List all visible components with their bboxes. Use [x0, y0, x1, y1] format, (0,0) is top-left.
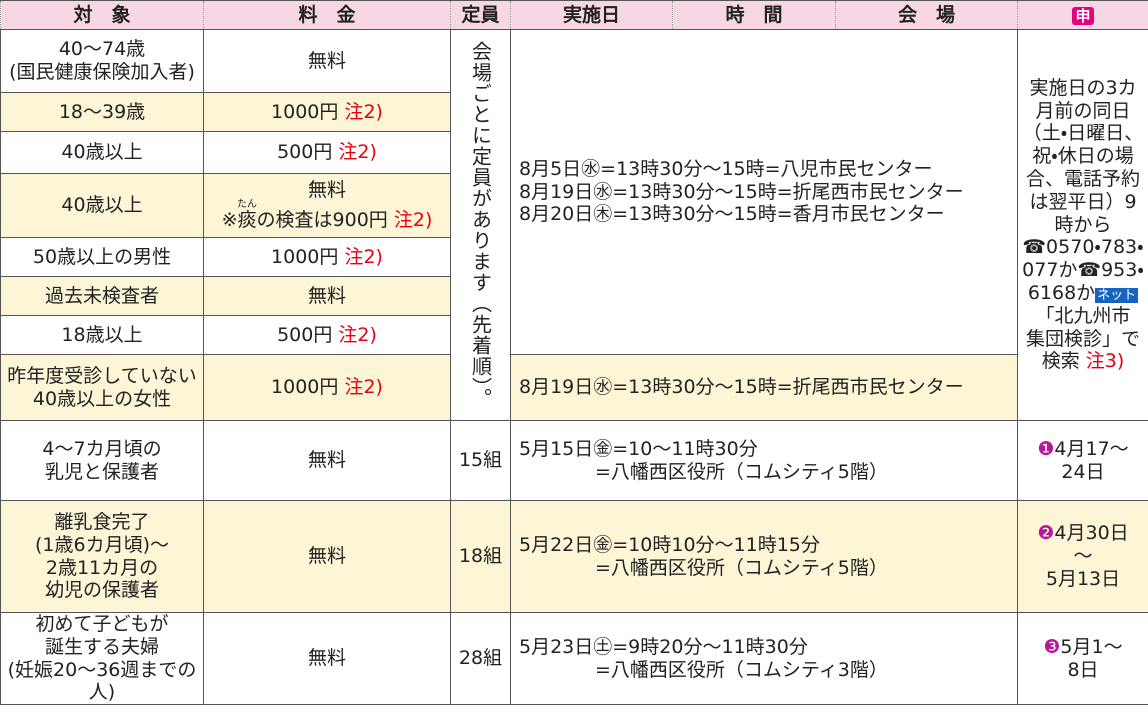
apply-mark: ❶	[1037, 437, 1055, 460]
schedule: 8月5日㊌=13時30分～15時=八児市民センター 8月19日㊌=13時30分～…	[510, 29, 1018, 355]
target: 50歳以上の男性	[0, 237, 204, 277]
fee-cell: 無料	[203, 500, 451, 613]
fee-sub: ※	[221, 209, 238, 232]
fee: 500円	[277, 323, 333, 346]
apply-mark: ❷	[1037, 522, 1055, 545]
table-row: 50歳以上の男性 1000円 注2)	[0, 237, 1148, 277]
schedule: 5月15日㊎=10～11時30分 =八幡西区役所（コムシティ5階）	[510, 420, 1018, 501]
apply-cell: ❶4月17～ 24日	[1017, 420, 1148, 501]
note: 注2)	[338, 141, 377, 164]
apply-cell: ❸5月1～ 8日	[1017, 611, 1148, 706]
header-capacity: 定員	[450, 0, 511, 30]
target: 18～39歳	[0, 92, 204, 132]
target: 40歳以上	[0, 131, 204, 174]
capacity: 28組	[450, 611, 511, 706]
fee-ruby: 痰たん	[237, 199, 258, 232]
schedule: 5月22日㊎=10時10分～11時15分 =八幡西区役所（コムシティ5階）	[510, 500, 1018, 613]
table-row: 昨年度受診していない 40歳以上の女性 1000円 注2) 8月19日㊌=13時30…	[0, 354, 1148, 421]
target: 4～7カ月頃の 乳児と保護者	[0, 420, 204, 501]
target: 40～74歳 (国民健康保険加入者)	[0, 29, 204, 93]
fee-cell: 500円 注2)	[203, 131, 451, 174]
net-badge: ネット	[1095, 287, 1139, 303]
target: 離乳食完了 (1歳6カ月頃)～ 2歳11カ月の 幼児の保護者	[0, 500, 204, 613]
apply-text: 実施日の3カ月前の同日（土・日曜日、祝・休日の場合、電話予約は翌平日）9時から☎…	[1022, 76, 1144, 304]
apply-mark: ❸	[1043, 635, 1061, 658]
header-apply: 申	[1017, 0, 1148, 30]
table-row: 離乳食完了 (1歳6カ月頃)～ 2歳11カ月の 幼児の保護者 無料 18組 5月22日…	[0, 500, 1148, 613]
header-time: 時 間	[672, 0, 836, 30]
fee-cell: 1000円 注2)	[203, 354, 451, 421]
note: 注2)	[344, 376, 383, 399]
target: 昨年度受診していない 40歳以上の女性	[0, 354, 204, 421]
fee-cell: 無料	[203, 611, 451, 706]
header-date: 実施日	[510, 0, 673, 30]
fee-cell: 無料	[203, 276, 451, 316]
header-fee: 料 金	[203, 0, 451, 30]
fee: 無料	[307, 179, 346, 202]
apply-date: 4月30日 ～ 5月13日	[1045, 522, 1129, 590]
apply-badge: 申	[1072, 6, 1094, 25]
fee: 1000円	[271, 100, 339, 123]
fee-cell: 1000円 注2)	[203, 237, 451, 277]
fee: 無料	[307, 647, 346, 670]
target: 初めて子どもが 誕生する夫婦 (妊娠20～36週までの人)	[0, 611, 204, 706]
table-row: 18歳以上 500円 注2)	[0, 315, 1148, 355]
fee-cell: 無料	[203, 420, 451, 501]
note: 注2)	[344, 100, 383, 123]
fee-sub: の検査は900円	[256, 209, 388, 232]
fee: 1000円	[271, 376, 339, 399]
target: 40歳以上	[0, 173, 204, 238]
fee: 1000円	[271, 245, 339, 268]
table-row: 40～74歳 (国民健康保険加入者) 無料 会場ごとに定員があります（先着順）。 8月…	[0, 29, 1148, 421]
header-venue: 会 場	[835, 0, 1018, 30]
fee: 500円	[277, 141, 333, 164]
table-row: 初めて子どもが 誕生する夫婦 (妊娠20～36週までの人) 無料 28組 5月23日㊏…	[0, 611, 1148, 706]
schedule: 8月19日㊌=13時30分～15時=折尾西市民センター	[510, 354, 1018, 421]
fee: 無料	[307, 49, 346, 72]
capacity: 15組	[450, 420, 511, 501]
fee-cell: 1000円 注2)	[203, 92, 451, 132]
ruby-text: たん	[237, 199, 258, 211]
fee: 無料	[307, 545, 346, 568]
apply-cell: ❷4月30日 ～ 5月13日	[1017, 500, 1148, 613]
target: 18歳以上	[0, 315, 204, 355]
apply-date: 4月17～ 24日	[1054, 437, 1129, 483]
header-row: 対 象料 金定員 実施日時 間会 場 申	[0, 0, 1148, 30]
fee-cell: 無料 ※痰たんの検査は900円 注2)	[203, 173, 451, 238]
fee-cell: 無料	[203, 29, 451, 93]
apply-date: 5月1～ 8日	[1060, 635, 1123, 681]
apply-cell: 実施日の3カ月前の同日（土・日曜日、祝・休日の場合、電話予約は翌平日）9時から☎…	[1017, 29, 1148, 421]
capacity: 18組	[450, 500, 511, 613]
capacity-cell: 会場ごとに定員があります（先着順）。	[450, 29, 511, 421]
table-row: 4～7カ月頃の 乳児と保護者 無料 15組 5月15日㊎=10～11時30分 =八幡西…	[0, 420, 1148, 501]
table-row: 18～39歳 1000円 注2)	[0, 92, 1148, 132]
fee: 無料	[307, 449, 346, 472]
capacity: 会場ごとに定員があります（先着順）。	[468, 41, 493, 409]
apply-text: 「北九州市 集団検診」で検索	[1025, 304, 1148, 373]
note: 注2)	[344, 245, 383, 268]
header-target: 対 象	[0, 0, 204, 30]
table-row: 40歳以上 無料 ※痰たんの検査は900円 注2)	[0, 173, 1148, 238]
target: 過去未検査者	[0, 276, 204, 316]
fee-cell: 500円 注2)	[203, 315, 451, 355]
table-row: 過去未検査者 無料	[0, 276, 1148, 316]
note: 注2)	[338, 323, 377, 346]
note: 注2)	[393, 209, 433, 232]
fee: 無料	[307, 284, 346, 307]
table-row: 40歳以上 500円 注2)	[0, 131, 1148, 174]
note: 注3)	[1085, 350, 1125, 373]
schedule: 5月23日㊏=9時20分～11時30分 =八幡西区役所（コムシティ3階）	[510, 611, 1018, 706]
ruby-base: 痰	[237, 209, 258, 232]
